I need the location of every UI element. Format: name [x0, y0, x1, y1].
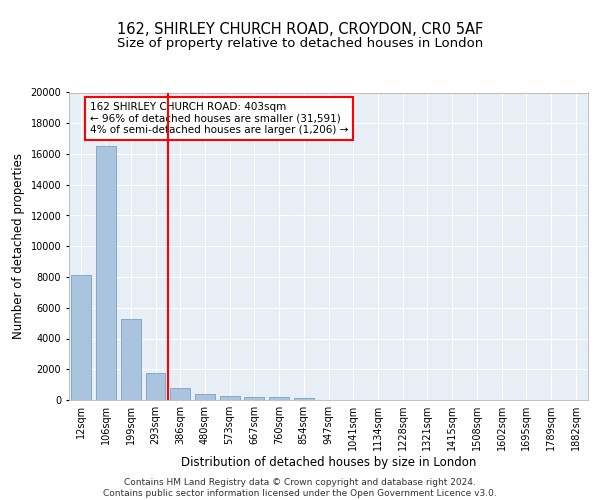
Y-axis label: Number of detached properties: Number of detached properties: [12, 153, 25, 339]
Bar: [294, 398, 314, 400]
Text: 162, SHIRLEY CHURCH ROAD, CROYDON, CR0 5AF: 162, SHIRLEY CHURCH ROAD, CROYDON, CR0 5…: [117, 22, 483, 38]
Text: Size of property relative to detached houses in London: Size of property relative to detached ho…: [117, 38, 483, 51]
Bar: [244, 397, 264, 400]
Bar: [96, 146, 116, 400]
Bar: [195, 394, 215, 400]
Bar: [146, 373, 166, 400]
Bar: [269, 398, 289, 400]
X-axis label: Distribution of detached houses by size in London: Distribution of detached houses by size …: [181, 456, 476, 469]
Text: 162 SHIRLEY CHURCH ROAD: 403sqm
← 96% of detached houses are smaller (31,591)
4%: 162 SHIRLEY CHURCH ROAD: 403sqm ← 96% of…: [90, 102, 348, 135]
Text: Contains HM Land Registry data © Crown copyright and database right 2024.
Contai: Contains HM Land Registry data © Crown c…: [103, 478, 497, 498]
Bar: [170, 388, 190, 400]
Bar: [71, 276, 91, 400]
Bar: [121, 318, 140, 400]
Bar: [220, 396, 239, 400]
